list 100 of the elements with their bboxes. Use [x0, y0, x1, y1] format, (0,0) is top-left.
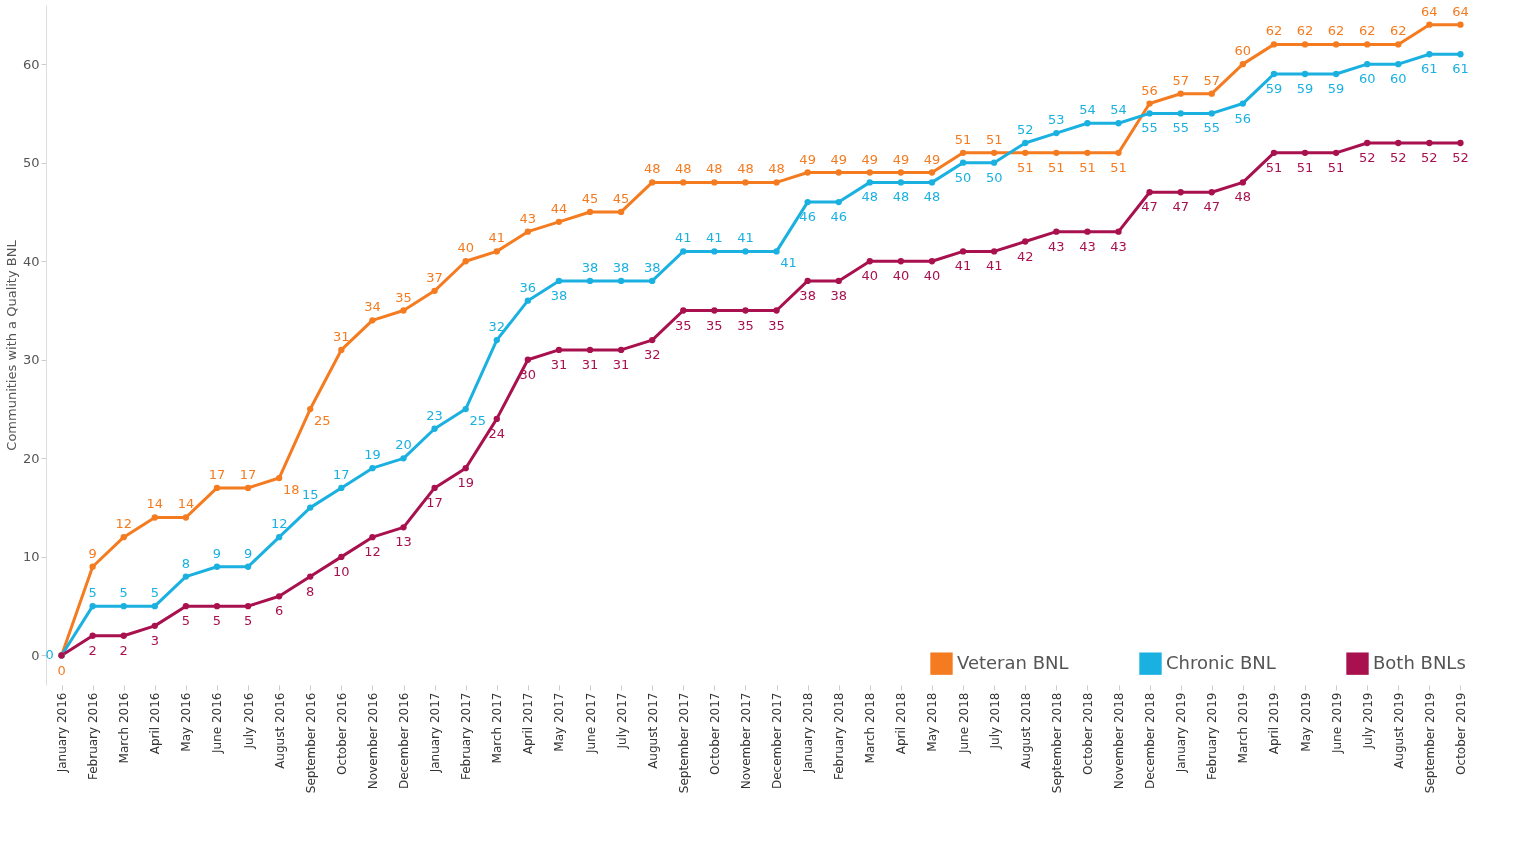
data-label: 38 [643, 259, 661, 275]
point [1364, 139, 1371, 147]
point [649, 179, 656, 186]
point [773, 307, 780, 314]
point [1239, 179, 1247, 186]
data-label: 3 [150, 632, 159, 648]
y-axis-title: Communities with a Quality BNL [3, 239, 19, 451]
point [711, 307, 718, 314]
data-label: 35 [706, 317, 723, 333]
point [617, 277, 625, 285]
x-tick-label: January 2017 [428, 692, 443, 774]
point [773, 179, 780, 186]
data-label: 12 [115, 516, 132, 532]
x-tick-label: February 2018 [832, 692, 847, 781]
data-label: 37 [426, 269, 443, 285]
point [524, 297, 532, 304]
point [307, 405, 314, 413]
point [369, 534, 376, 541]
data-label: 31 [581, 356, 599, 372]
data-label: 59 [1296, 80, 1314, 96]
point [1301, 41, 1309, 48]
point [680, 307, 687, 314]
x-tick-label: November 2017 [738, 692, 753, 790]
data-label: 41 [985, 258, 1003, 274]
point [1332, 41, 1340, 48]
point [1270, 149, 1278, 156]
data-label: 0 [57, 663, 66, 679]
data-label: 5 [181, 613, 191, 629]
point [1270, 70, 1278, 78]
data-label: 12 [270, 516, 288, 532]
point [431, 287, 438, 294]
data-label: 52 [1390, 149, 1407, 165]
x-tick-label: April 2016 [148, 692, 163, 755]
x-tick-label: July 2019 [1360, 692, 1375, 750]
x-tick-label: January 2018 [801, 692, 816, 774]
point [1022, 149, 1029, 156]
point [244, 563, 252, 570]
x-tick-label: September 2019 [1422, 692, 1437, 794]
point [1022, 238, 1029, 245]
x-tick-label: September 2017 [676, 692, 691, 794]
x-tick-label: December 2018 [1143, 692, 1158, 790]
data-label: 46 [799, 209, 816, 225]
point [151, 622, 158, 630]
point [1084, 149, 1091, 156]
data-label: 17 [208, 466, 226, 482]
point [338, 484, 345, 492]
data-label: 47 [1172, 199, 1189, 215]
point [1457, 51, 1464, 58]
point [120, 603, 127, 610]
data-label: 50 [954, 169, 972, 185]
point [1084, 120, 1091, 127]
data-label: 51 [985, 131, 1003, 147]
data-label: 51 [1110, 159, 1127, 175]
x-tick-label: July 2018 [987, 692, 1002, 750]
point [804, 169, 811, 176]
point [1395, 139, 1402, 147]
point [493, 248, 500, 255]
data-label: 9 [88, 545, 97, 561]
point [680, 179, 687, 186]
point [1395, 60, 1402, 68]
x-tick-label: May 2019 [1298, 692, 1313, 752]
data-label: 12 [364, 544, 381, 560]
x-tick-label: April 2019 [1267, 692, 1282, 755]
point [1208, 189, 1215, 196]
x-tick-label: November 2016 [365, 692, 380, 790]
point [307, 573, 314, 580]
data-label: 10 [333, 563, 350, 579]
data-label: 13 [395, 534, 412, 550]
point [1301, 149, 1309, 156]
point [462, 405, 469, 413]
x-tick-label: August 2019 [1391, 692, 1406, 769]
x-tick-label: June 2019 [1329, 692, 1344, 754]
point [369, 317, 376, 324]
point [1084, 228, 1091, 235]
data-label: 41 [706, 230, 723, 246]
point [1208, 110, 1215, 117]
point [990, 159, 998, 166]
point [1053, 149, 1060, 156]
data-label: 56 [1234, 110, 1252, 126]
data-label: 14 [146, 496, 164, 512]
data-label: 41 [954, 258, 972, 274]
point [804, 277, 811, 285]
x-tick-label: October 2016 [334, 692, 349, 775]
data-label: 5 [212, 613, 222, 629]
point [680, 248, 687, 255]
data-label: 42 [1016, 248, 1034, 264]
data-label: 25 [313, 413, 331, 429]
data-label: 41 [675, 230, 692, 246]
point [990, 149, 998, 156]
data-label: 49 [861, 151, 879, 167]
data-label: 53 [1048, 112, 1065, 128]
point [462, 465, 469, 472]
point [1177, 90, 1184, 97]
data-label: 51 [1016, 159, 1034, 175]
data-label: 35 [768, 317, 785, 333]
data-label: 51 [1048, 159, 1065, 175]
data-label: 55 [1141, 120, 1158, 136]
data-label: 64 [1452, 3, 1469, 19]
point [307, 504, 314, 511]
point [711, 179, 718, 186]
